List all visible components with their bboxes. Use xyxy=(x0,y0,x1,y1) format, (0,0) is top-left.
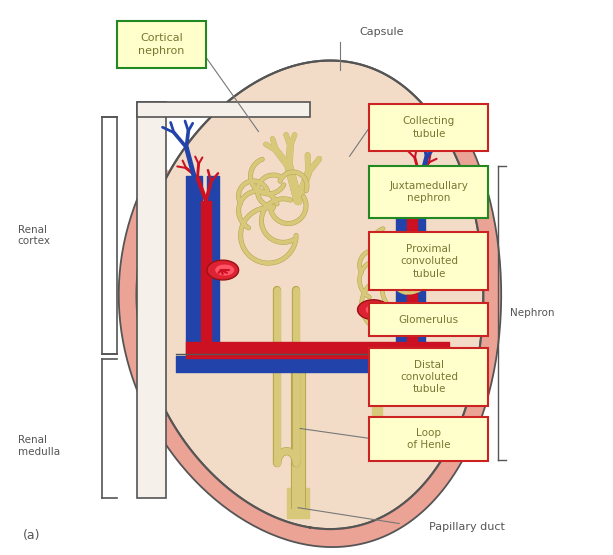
Text: Loop
of Henle: Loop of Henle xyxy=(407,428,451,450)
Polygon shape xyxy=(207,260,238,280)
Polygon shape xyxy=(137,102,166,498)
Text: (a): (a) xyxy=(23,529,40,542)
FancyBboxPatch shape xyxy=(370,302,489,336)
Text: Capsule: Capsule xyxy=(359,28,404,38)
FancyBboxPatch shape xyxy=(370,233,489,290)
Text: Cortical
nephron: Cortical nephron xyxy=(138,33,185,56)
Text: Juxtamedullary
nephron: Juxtamedullary nephron xyxy=(389,181,468,203)
Polygon shape xyxy=(137,102,310,117)
Polygon shape xyxy=(365,304,386,316)
Text: Renal
medulla: Renal medulla xyxy=(18,435,59,457)
Text: Proximal
convoluted
tubule: Proximal convoluted tubule xyxy=(400,244,458,279)
Polygon shape xyxy=(137,60,484,529)
Text: Papillary duct: Papillary duct xyxy=(429,522,504,532)
FancyBboxPatch shape xyxy=(370,166,489,218)
Polygon shape xyxy=(357,300,389,320)
Text: Distal
convoluted
tubule: Distal convoluted tubule xyxy=(400,360,458,395)
Polygon shape xyxy=(215,264,235,276)
FancyBboxPatch shape xyxy=(370,349,489,406)
Text: Renal
cortex: Renal cortex xyxy=(18,225,51,246)
Polygon shape xyxy=(119,133,501,547)
Text: Nephron: Nephron xyxy=(510,307,555,317)
Text: Collecting
tubule: Collecting tubule xyxy=(403,117,455,139)
FancyBboxPatch shape xyxy=(116,21,206,68)
Text: Glomerulus: Glomerulus xyxy=(399,315,459,325)
FancyBboxPatch shape xyxy=(370,104,489,152)
FancyBboxPatch shape xyxy=(370,417,489,461)
